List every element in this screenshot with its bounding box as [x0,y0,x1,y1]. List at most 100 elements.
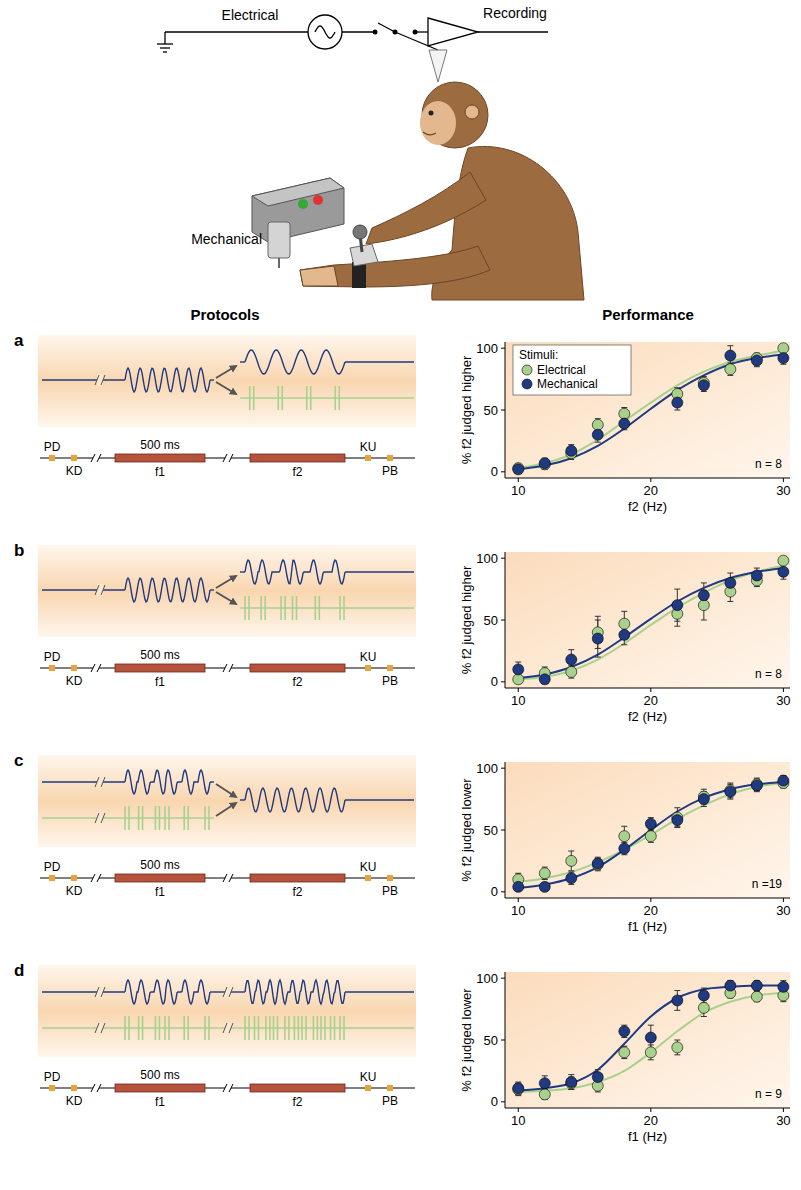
pulse [142,1016,144,1040]
event-label: PB [382,674,398,688]
error-cap [754,568,760,569]
pulse [339,1016,341,1040]
x-tick [783,1108,784,1112]
point [698,794,709,805]
stimulus-period [115,664,205,672]
baseline [42,379,125,380]
y-tick [501,558,505,559]
break [91,1084,95,1092]
y-tick [501,1101,505,1102]
point [566,445,577,456]
break [101,375,105,385]
x-axis-title: f1 (Hz) [628,919,667,934]
error-cap [595,616,601,617]
point [566,654,577,665]
wire [415,31,428,32]
error-cap [674,1054,680,1055]
monkey-eye [429,111,434,116]
point [513,664,524,675]
y-axis-title: % f2 judged higher [459,355,474,464]
baseline [240,361,245,362]
point [513,464,524,475]
point [672,600,683,611]
pulse [339,596,341,620]
point [645,831,656,842]
y-axis-title: % f2 judged lower [459,778,474,882]
legend: Stimuli:ElectricalMechanical [513,345,631,395]
baseline [42,1027,125,1028]
y-tick-label: 100 [476,551,498,566]
x-tick [783,688,784,692]
chart: 050100102030f2 (Hz)% f2 judged higheran … [14,331,791,514]
point [619,1026,630,1037]
stimulus-period [250,1084,345,1092]
protocol-bg [38,755,416,847]
x-axis-title: f2 (Hz) [628,499,667,514]
baseline [42,589,125,590]
point [539,1078,550,1089]
break [229,664,233,672]
event-marker [71,455,77,461]
pulse [277,1016,279,1040]
break [95,987,99,997]
stimulus-label: f2 [292,885,302,899]
stimulus-label: f1 [155,885,165,899]
error-cap [701,620,707,621]
legend-marker [522,379,532,389]
generator [308,15,342,49]
event-marker [71,1085,77,1091]
break [91,454,95,462]
pulse [204,806,206,830]
break [229,454,233,462]
protocol-bg [38,965,416,1057]
error-cap [595,620,601,621]
error-cap [568,649,574,650]
pulse [343,596,345,620]
y-tick [501,768,505,769]
break-gap [93,663,99,673]
x-tick-label: 10 [511,903,525,918]
baseline [240,571,245,572]
duration-label: 500 ms [140,438,179,452]
pulse [294,1016,296,1040]
annotation: n = 8 [755,667,782,681]
break-gap [93,1083,99,1093]
fit-curve [518,566,783,680]
legend-label: Mechanical [537,377,598,391]
annotation: n = 9 [755,1087,782,1101]
stimulus-label: f1 [155,1095,165,1109]
point [672,815,683,826]
x-axis [505,688,790,689]
pulse [338,386,340,410]
legend-box [513,345,631,395]
plot-data [513,775,789,892]
x-tick-label: 10 [511,693,525,708]
point [751,570,762,581]
x-tick-label: 20 [644,483,658,498]
error-cap [515,662,521,663]
point [592,419,603,430]
pulse [164,1016,166,1040]
y-tick [501,620,505,621]
pulse [155,1016,157,1040]
baseline [345,571,414,572]
error-cap [701,582,707,583]
point [778,566,789,577]
stimulus-label: f2 [292,1095,302,1109]
break [101,777,105,787]
pulse [317,1016,319,1040]
monkey-ear [465,105,479,119]
error-cap [701,789,707,790]
point [751,991,762,1002]
pulse [334,386,336,410]
pulse [128,806,130,830]
baseline [210,781,214,782]
point [513,674,524,685]
stimulus-period [250,454,345,462]
baseline [210,589,214,590]
error-cap [542,1075,548,1076]
break-gap [97,776,103,788]
column-title: Performance [602,306,694,323]
error-cap [727,345,733,346]
break [95,777,99,787]
